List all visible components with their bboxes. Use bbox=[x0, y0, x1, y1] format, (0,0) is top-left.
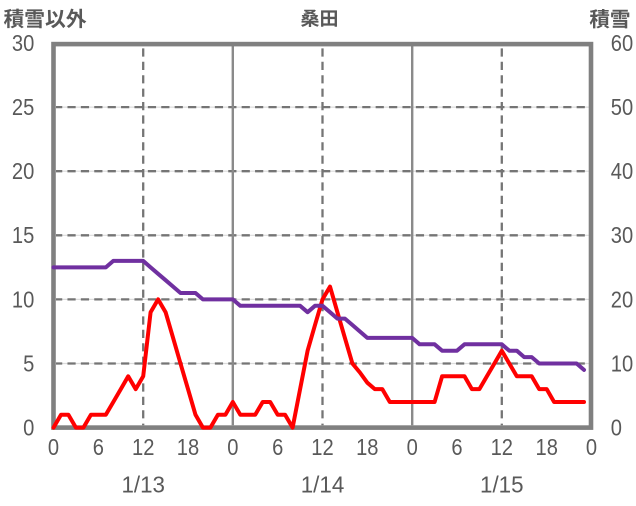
svg-text:6: 6 bbox=[93, 434, 104, 460]
svg-text:0: 0 bbox=[48, 434, 59, 460]
svg-text:1/15: 1/15 bbox=[480, 471, 524, 497]
svg-text:40: 40 bbox=[611, 158, 633, 184]
svg-text:1/14: 1/14 bbox=[301, 471, 345, 497]
svg-text:12: 12 bbox=[311, 434, 333, 460]
svg-text:6: 6 bbox=[272, 434, 283, 460]
svg-text:1/13: 1/13 bbox=[121, 471, 165, 497]
svg-text:30: 30 bbox=[12, 30, 34, 56]
svg-text:0: 0 bbox=[23, 415, 34, 441]
svg-text:10: 10 bbox=[611, 350, 633, 376]
svg-text:0: 0 bbox=[227, 434, 238, 460]
svg-text:18: 18 bbox=[356, 434, 378, 460]
svg-text:18: 18 bbox=[536, 434, 558, 460]
svg-text:12: 12 bbox=[491, 434, 513, 460]
svg-text:50: 50 bbox=[611, 94, 633, 120]
svg-text:60: 60 bbox=[611, 30, 633, 56]
svg-text:5: 5 bbox=[23, 350, 34, 376]
svg-text:20: 20 bbox=[12, 158, 34, 184]
svg-text:6: 6 bbox=[451, 434, 462, 460]
svg-text:20: 20 bbox=[611, 286, 633, 312]
svg-text:0: 0 bbox=[407, 434, 418, 460]
svg-text:18: 18 bbox=[177, 434, 199, 460]
svg-text:0: 0 bbox=[586, 434, 597, 460]
svg-text:12: 12 bbox=[132, 434, 154, 460]
svg-text:30: 30 bbox=[611, 222, 633, 248]
svg-text:0: 0 bbox=[611, 415, 622, 441]
svg-text:15: 15 bbox=[12, 222, 34, 248]
svg-text:10: 10 bbox=[12, 286, 34, 312]
svg-text:25: 25 bbox=[12, 94, 34, 120]
